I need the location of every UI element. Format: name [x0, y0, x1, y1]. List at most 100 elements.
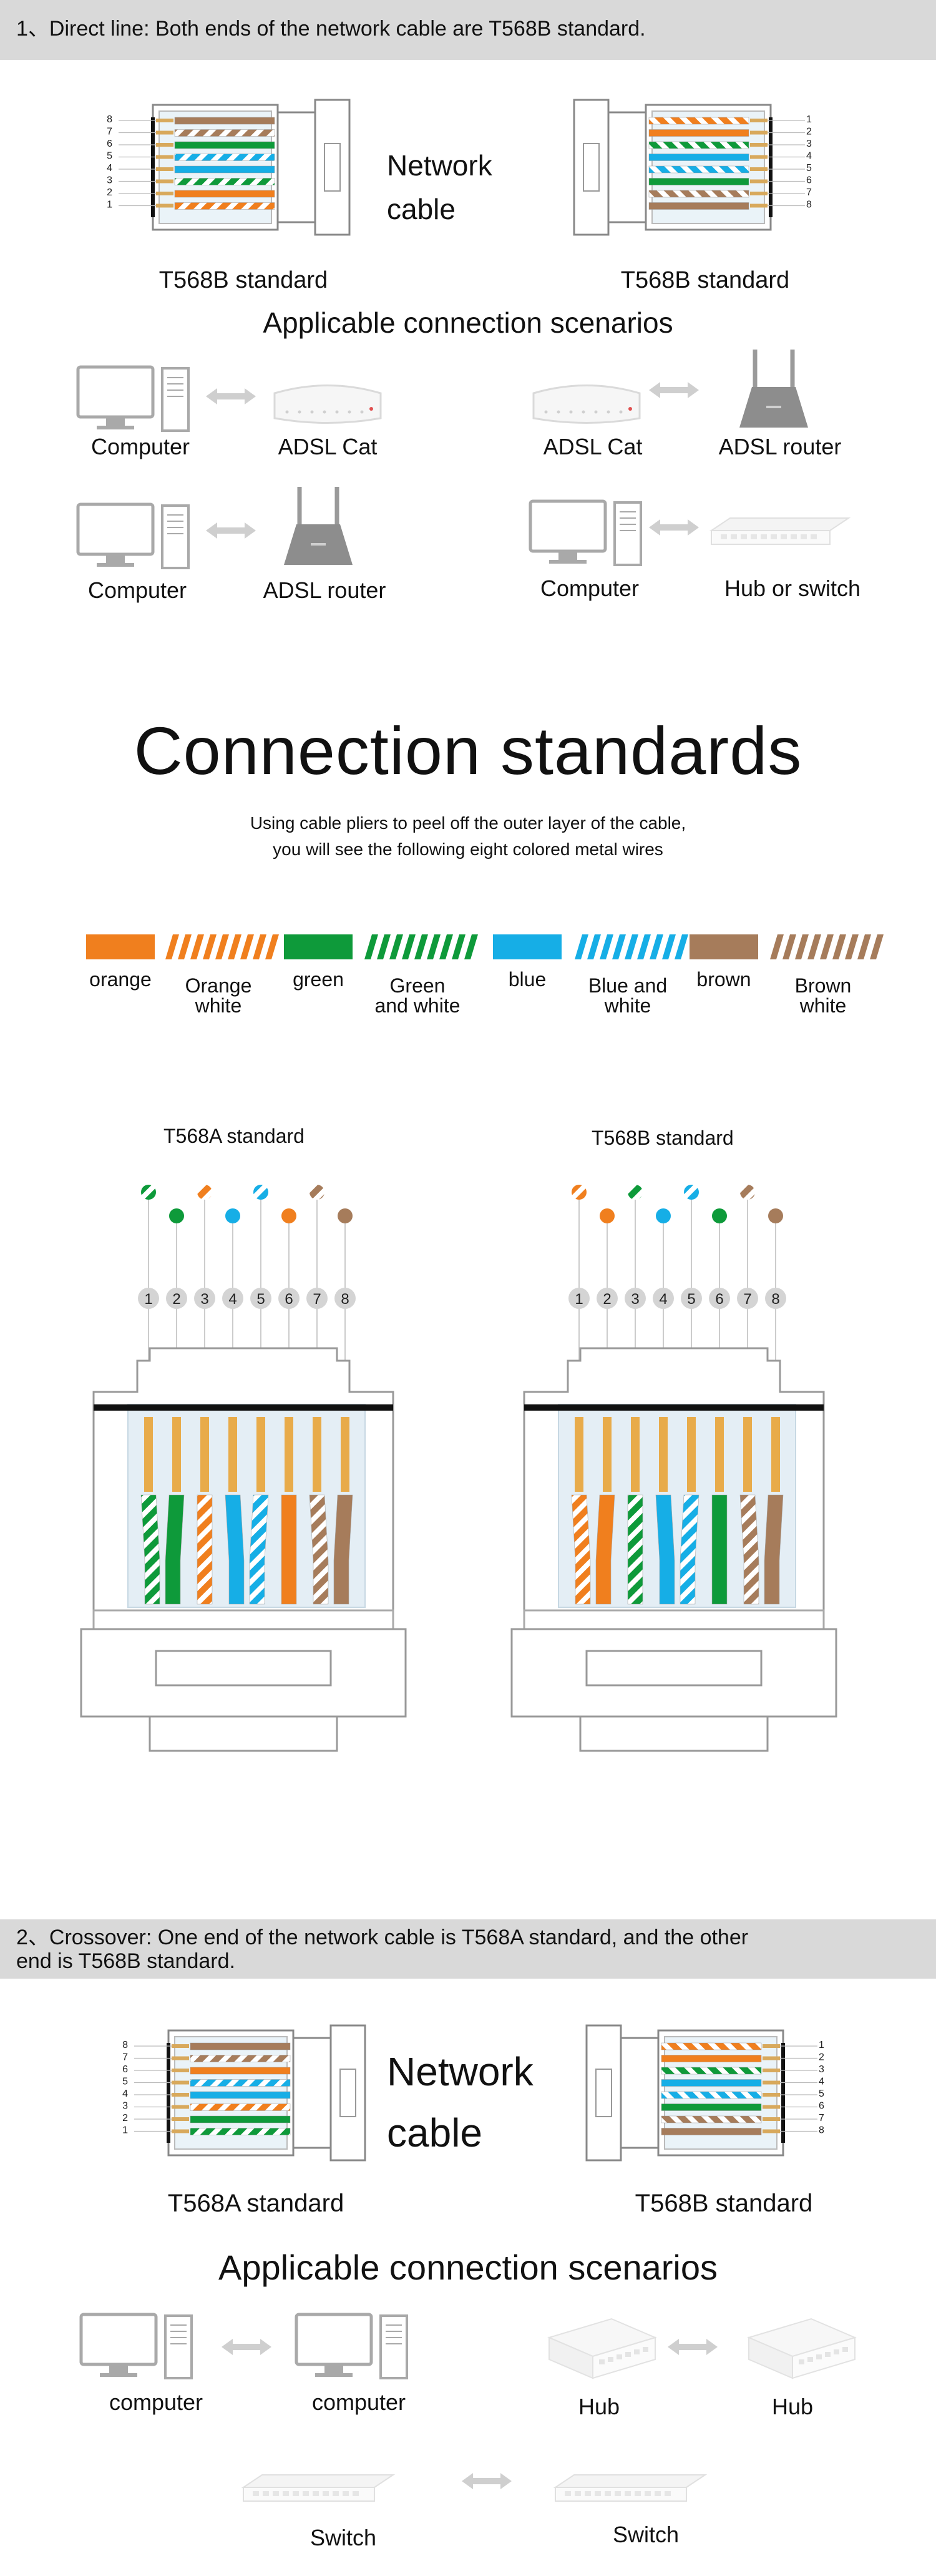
pin-number: 4 — [659, 1291, 667, 1308]
wire-dot-brown-white — [740, 1185, 755, 1200]
swatch-label: Green and white — [374, 974, 461, 1017]
pin-number: 2 — [107, 187, 112, 198]
pin-number: 4 — [819, 2077, 824, 2087]
pin-number: 2 — [122, 2113, 128, 2123]
wire-green-white — [190, 2128, 291, 2135]
swatch-green — [364, 934, 478, 959]
wire-blue — [174, 165, 275, 174]
hub-icon — [747, 2318, 857, 2379]
pin-number: 3 — [819, 2064, 824, 2075]
wire-blue — [648, 154, 749, 161]
scenario-label: computer — [311, 2389, 406, 2415]
pin-number: 2 — [603, 1291, 611, 1308]
pin-number: 8 — [806, 200, 812, 210]
section2-heading: 2、Crossover: One end of the network cabl… — [0, 1919, 936, 1979]
scenario-label: Hub or switch — [724, 575, 861, 601]
section2-heading-line1: 2、Crossover: One end of the network cabl… — [16, 1926, 749, 1949]
pin-number: 4 — [806, 151, 812, 162]
wire-orange-white — [190, 2103, 291, 2111]
wire-green-white — [648, 141, 749, 149]
pin-number: 5 — [107, 151, 112, 162]
wire-blue-white — [680, 1494, 700, 1605]
wire-orange-white — [197, 1494, 213, 1605]
double-arrow-icon — [222, 2339, 271, 2355]
wire-orange — [648, 129, 749, 137]
wire-green-white — [140, 1494, 160, 1605]
router-icon — [739, 350, 808, 428]
scenario-label: ADSL Cat — [278, 434, 378, 459]
pin-number: 3 — [631, 1291, 639, 1308]
pin-number: 8 — [771, 1291, 779, 1308]
computer-icon — [529, 499, 642, 566]
pin-number: 6 — [806, 175, 812, 186]
t568b-wiring-diagram: 1 2 3 4 5 6 7 8 — [510, 1185, 837, 1752]
wire-green — [174, 141, 275, 149]
wire-dot-orange-white — [197, 1185, 212, 1200]
wire-blue-white — [648, 165, 749, 174]
pin-number: 6 — [715, 1291, 723, 1308]
right-standard-caption: T568B standard — [635, 2190, 813, 2217]
scenario-label: computer — [109, 2389, 203, 2415]
swatch-label: Blue and white — [588, 974, 668, 1017]
wire-dot-orange-white — [572, 1185, 587, 1200]
pin-number: 6 — [107, 139, 112, 149]
wire-blue — [190, 2091, 291, 2099]
wire-orange — [661, 2055, 762, 2062]
wire-dot-blue-white — [684, 1185, 699, 1200]
wire-brown-white — [648, 190, 749, 198]
pin-number: 4 — [107, 163, 112, 174]
network-cable-label: Network cable — [387, 2041, 534, 2163]
network-label-line2: cable — [387, 193, 456, 225]
computer-icon — [295, 2313, 408, 2379]
scenario-label: Switch — [310, 2525, 377, 2550]
network-label-line1: Network — [387, 149, 492, 182]
pin-number: 6 — [122, 2064, 128, 2075]
swatch-blue-and — [575, 934, 688, 959]
wire-blue-white — [249, 1494, 269, 1605]
wire-orange — [281, 1494, 297, 1605]
swatch-orange — [86, 934, 155, 959]
wire-green-white — [174, 178, 275, 185]
wire-blue — [661, 2079, 762, 2087]
router-icon — [284, 487, 353, 565]
pin-number: 7 — [122, 2052, 128, 2063]
t568a-standard-label: T568A standard — [163, 1125, 305, 1147]
pin-number: 8 — [819, 2125, 824, 2136]
pin-number: 7 — [743, 1291, 751, 1308]
switch-icon — [553, 2474, 708, 2502]
left-standard-caption: T568A standard — [167, 2190, 344, 2217]
wire-orange — [190, 2067, 291, 2075]
wire-dot-green — [712, 1208, 727, 1223]
swatch-label: orange — [89, 968, 152, 991]
wire-brown-white — [739, 1494, 759, 1605]
wire-brown-white — [174, 129, 275, 137]
double-arrow-icon — [668, 2339, 718, 2355]
section2-heading-line2: end is T568B standard. — [16, 1949, 235, 1973]
wire-dot-green — [169, 1208, 184, 1223]
wire-green-white — [627, 1494, 643, 1605]
scenario-label: Switch — [612, 2522, 680, 2547]
scenario-label: Hub — [771, 2394, 814, 2419]
pin-number: 4 — [228, 1291, 236, 1308]
wire-green — [165, 1494, 185, 1605]
wire-blue-white — [661, 2091, 762, 2099]
double-arrow-icon — [649, 519, 699, 536]
wire-green — [648, 178, 749, 185]
scenarios-title: Applicable connection scenarios — [263, 306, 673, 339]
pin-number: 7 — [819, 2113, 824, 2123]
hub-icon — [547, 2318, 657, 2379]
network-label-line1: Network — [387, 2049, 534, 2094]
wire-orange — [595, 1494, 615, 1605]
wire-dot-blue — [656, 1208, 671, 1223]
pin-number: 1 — [575, 1291, 583, 1308]
wire-blue — [655, 1494, 675, 1605]
swatch-blue — [493, 934, 562, 959]
scenarios-title: Applicable connection scenarios — [218, 2248, 718, 2287]
wire-brown-white — [661, 2115, 762, 2123]
wire-dot-blue-white — [253, 1185, 268, 1200]
pin-number: 1 — [819, 2040, 824, 2050]
double-arrow-icon — [649, 382, 699, 398]
network-label-line2: cable — [387, 2110, 482, 2155]
